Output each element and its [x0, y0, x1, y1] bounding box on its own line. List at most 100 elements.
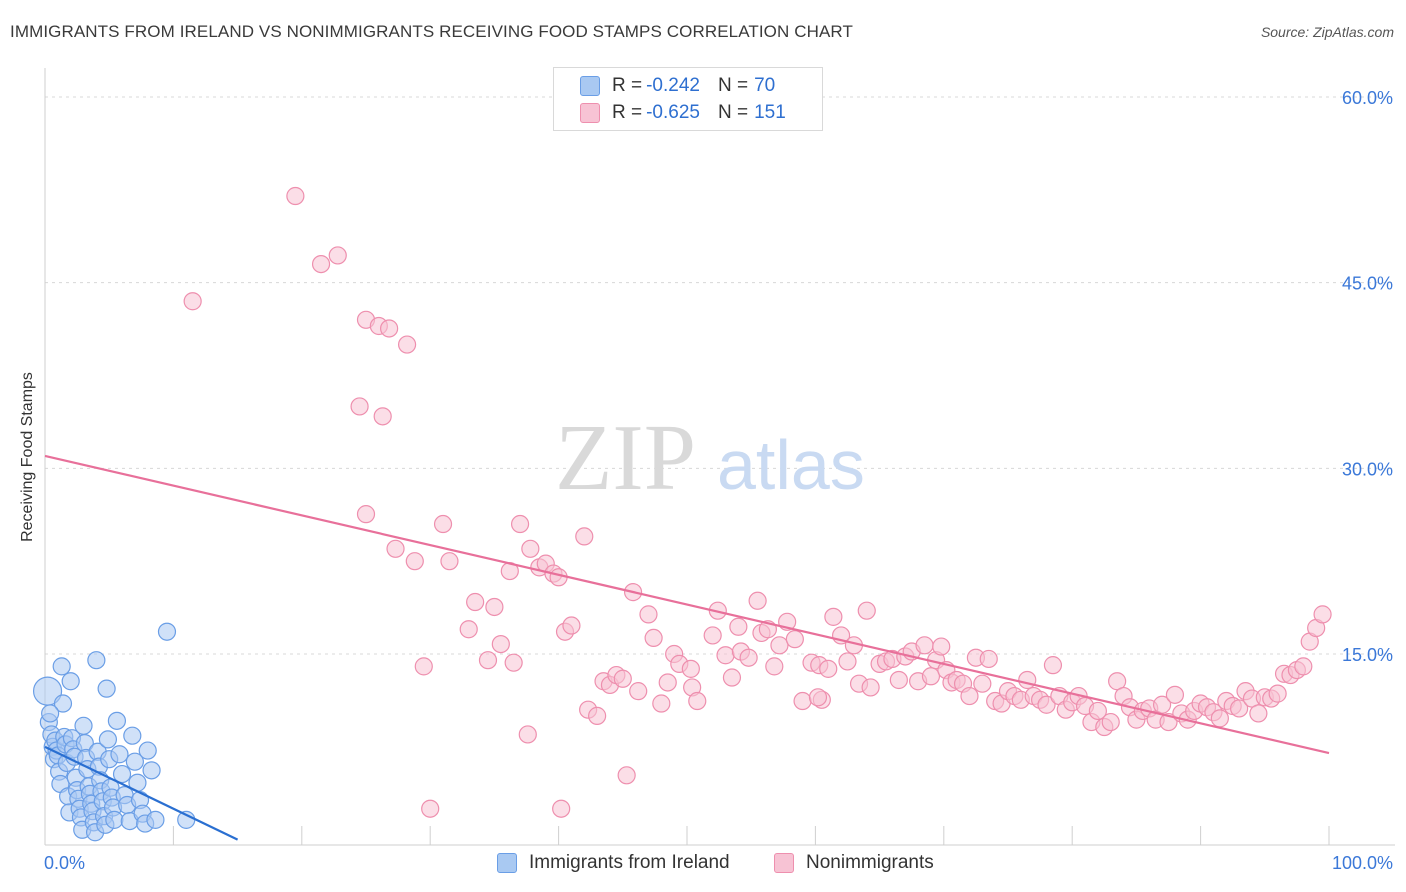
data-point-ireland: [105, 810, 124, 829]
legend-r-label: R =: [612, 102, 643, 123]
data-point-nonimmigrants: [824, 607, 843, 626]
data-point-nonimmigrants: [716, 646, 735, 665]
data-point-ireland: [87, 651, 106, 670]
source-label: Source: ZipAtlas.com: [1260, 24, 1394, 40]
data-point-nonimmigrants: [510, 514, 530, 534]
legend-row-ireland: R = -0.242 N = 70: [580, 74, 775, 98]
data-point-nonimmigrants: [793, 691, 812, 711]
data-point-ireland: [74, 716, 93, 735]
legend-swatch-nonimmigrants: [580, 103, 600, 123]
watermark: ZIP atlas: [555, 406, 865, 510]
data-point-nonimmigrants: [466, 592, 485, 612]
legend-r-label: R =: [612, 75, 643, 96]
data-point-nonimmigrants: [183, 292, 202, 311]
data-point-nonimmigrants: [808, 688, 828, 707]
data-point-nonimmigrants: [350, 397, 369, 416]
gridlines: [45, 96, 1395, 655]
data-point-nonimmigrants: [960, 686, 979, 706]
data-point-nonimmigrants: [1101, 712, 1120, 732]
legend-item-nonimmigrants: Nonimmigrants: [774, 852, 934, 874]
data-point-ireland: [123, 726, 142, 745]
data-point-nonimmigrants: [915, 636, 934, 655]
tick-labels: 15.0% 30.0% 45.0% 60.0% 0.0% 100.0%: [44, 88, 1393, 873]
data-point-nonimmigrants: [286, 186, 305, 206]
watermark-zip: ZIP: [555, 406, 696, 510]
data-point-nonimmigrants: [748, 591, 767, 610]
data-point-ireland: [41, 704, 60, 723]
data-point-nonimmigrants: [770, 636, 789, 655]
legend-label-nonimmigrants: Nonimmigrants: [806, 852, 934, 873]
data-point-nonimmigrants: [575, 527, 594, 546]
data-point-nonimmigrants: [485, 597, 504, 617]
data-point-ireland: [138, 741, 157, 760]
legend-r-value: -0.242: [646, 75, 700, 96]
data-point-nonimmigrants: [1268, 684, 1287, 703]
data-point-nonimmigrants: [613, 669, 632, 688]
data-point-nonimmigrants: [1018, 670, 1037, 690]
data-point-nonimmigrants: [397, 335, 417, 354]
data-point-ireland: [97, 679, 116, 698]
data-point-nonimmigrants: [819, 659, 838, 678]
data-point-nonimmigrants: [617, 766, 636, 785]
legend-n-value: 70: [754, 75, 776, 96]
data-point-ireland: [110, 745, 129, 764]
data-point-nonimmigrants: [588, 706, 607, 725]
data-point-nonimmigrants: [433, 514, 453, 534]
data-point-nonimmigrants: [658, 673, 677, 692]
legend-n-label: N =: [717, 75, 749, 96]
data-point-ireland: [53, 694, 73, 713]
data-point-nonimmigrants: [1043, 656, 1063, 675]
data-point-ireland: [98, 730, 118, 749]
data-point-nonimmigrants: [562, 616, 581, 635]
trend-line-nonimmigrants: [44, 454, 1330, 755]
data-point-ireland: [61, 672, 80, 691]
data-point-nonimmigrants: [521, 539, 540, 558]
data-point-nonimmigrants: [889, 670, 908, 690]
legend-swatch-ireland: [497, 853, 517, 873]
data-point-ireland: [112, 764, 132, 784]
data-point-nonimmigrants: [739, 648, 758, 667]
data-point-nonimmigrants: [478, 651, 498, 670]
data-point-nonimmigrants: [861, 678, 880, 697]
x-tick-label: 0.0%: [44, 853, 85, 873]
series-nonimmigrants-points: [183, 186, 1332, 818]
legend-swatch-nonimmigrants: [774, 853, 794, 873]
data-point-nonimmigrants: [921, 667, 941, 686]
data-point-nonimmigrants: [373, 407, 392, 426]
data-point-nonimmigrants: [491, 634, 510, 654]
data-point-nonimmigrants: [681, 659, 700, 678]
data-point-nonimmigrants: [1313, 605, 1332, 624]
data-point-nonimmigrants: [639, 605, 658, 624]
data-point-ireland: [142, 761, 161, 780]
data-point-nonimmigrants: [629, 682, 648, 701]
data-point-nonimmigrants: [440, 552, 459, 571]
trend-line-ireland: [44, 745, 239, 841]
legend-swatch-ireland: [580, 76, 600, 96]
data-point-nonimmigrants: [552, 799, 571, 818]
data-point-ireland: [107, 711, 127, 730]
data-point-nonimmigrants: [1294, 657, 1313, 676]
data-point-ireland: [52, 657, 71, 676]
data-point-nonimmigrants: [311, 255, 331, 274]
legend-n-label: N =: [717, 102, 749, 123]
data-point-nonimmigrants: [328, 246, 347, 265]
data-point-nonimmigrants: [973, 674, 992, 693]
chart-title: IMMIGRANTS FROM IRELAND VS NONIMMIGRANTS…: [10, 22, 853, 41]
data-point-nonimmigrants: [1165, 685, 1185, 704]
trend-lines: [44, 454, 1330, 841]
data-point-nonimmigrants: [380, 319, 399, 338]
data-point-nonimmigrants: [1230, 699, 1249, 718]
data-point-nonimmigrants: [838, 652, 857, 671]
data-point-nonimmigrants: [722, 668, 742, 687]
correlation-legend: R = -0.242 N = 70 R = -0.625 N = 151: [553, 67, 823, 131]
data-point-nonimmigrants: [785, 630, 804, 649]
data-point-nonimmigrants: [356, 505, 376, 524]
series-ireland-points: [32, 622, 196, 842]
data-point-nonimmigrants: [729, 617, 748, 636]
data-point-nonimmigrants: [504, 653, 523, 672]
data-point-nonimmigrants: [765, 657, 784, 676]
data-point-nonimmigrants: [459, 620, 478, 639]
data-point-nonimmigrants: [1210, 709, 1229, 728]
legend-item-ireland: Immigrants from Ireland: [497, 852, 730, 874]
data-point-ireland: [146, 810, 165, 829]
